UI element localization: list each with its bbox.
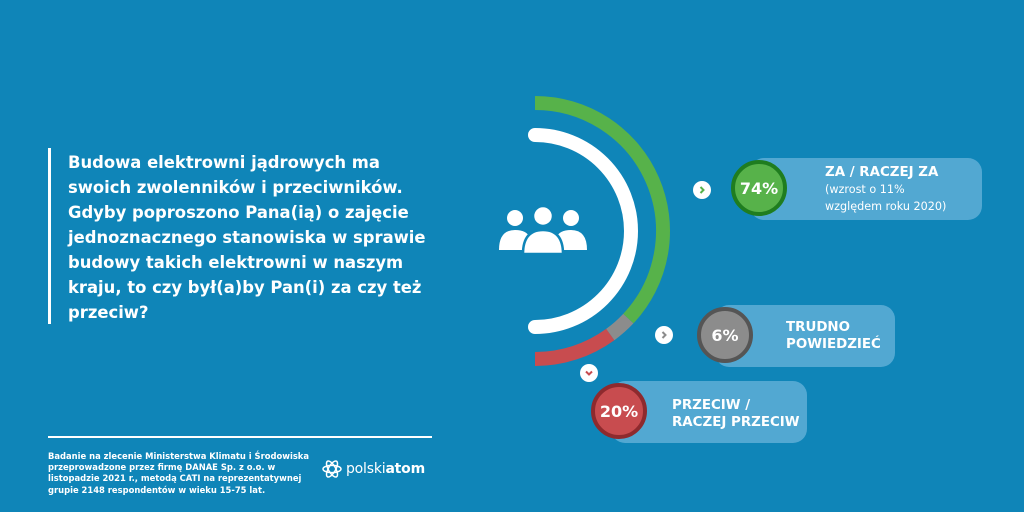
segment-za <box>534 96 670 324</box>
chevron-right-icon <box>655 326 673 344</box>
question-accent-bar <box>48 148 51 324</box>
value-badge-trudno: 6% <box>697 307 753 363</box>
logo-wordmark: polskiatom <box>346 461 425 477</box>
chevron-down-icon <box>580 364 598 382</box>
chevron-right-icon <box>693 181 711 199</box>
label-pill-za <box>750 158 982 220</box>
logo-text-light: polski <box>346 461 386 477</box>
label-za-note-line2: względem roku 2020) <box>825 200 947 213</box>
label-trudno-line2: POWIEDZIEĆ <box>786 337 881 352</box>
label-za-title: ZA / RACZEJ ZA <box>825 165 939 180</box>
label-za-note-line1: (wzrost o 11% <box>825 183 905 196</box>
label-trudno-line1: TRUDNO <box>786 320 851 335</box>
label-przeciw-line2: RACZEJ PRZECIW <box>672 415 800 430</box>
people-icon <box>499 204 587 256</box>
value-badge-przeciw: 20% <box>591 383 647 439</box>
logo-text-bold: atom <box>385 461 425 477</box>
inner-white-arc <box>528 128 638 334</box>
survey-question: Budowa elektrowni jądrowych ma swoich zw… <box>68 153 426 322</box>
label-przeciw-line1: PRZECIW / <box>672 398 751 413</box>
segment-przeciw <box>534 328 615 366</box>
segment-trudno <box>606 313 634 341</box>
value-badge-za: 74% <box>731 160 787 216</box>
survey-footnote: Badanie na zlecenie Ministerstwa Klimatu… <box>48 451 310 495</box>
chart-segments <box>534 96 670 366</box>
footer-divider <box>48 436 432 438</box>
atom-logo-icon <box>322 460 342 478</box>
polskiatom-logo: polskiatom <box>322 459 425 479</box>
